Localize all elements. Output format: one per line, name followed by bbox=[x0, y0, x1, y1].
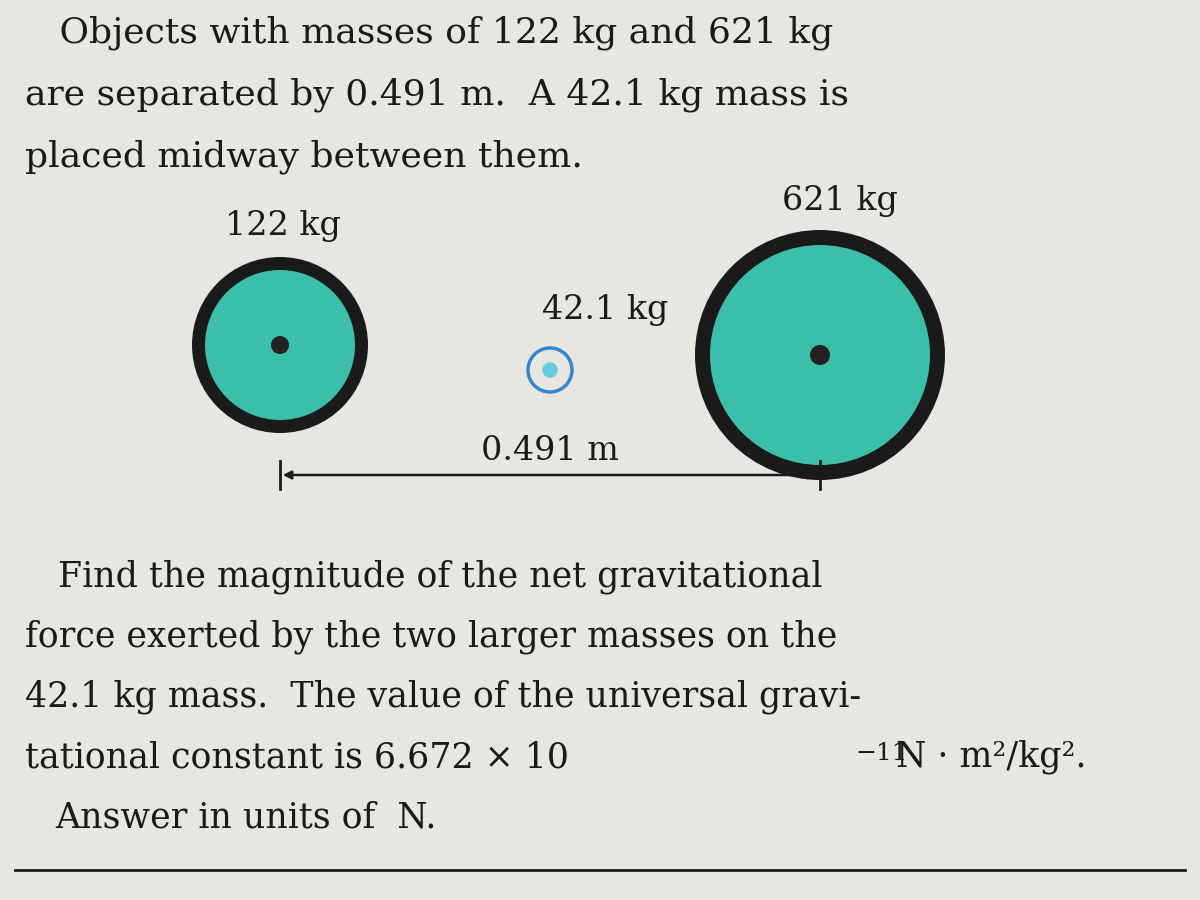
Text: 621 kg: 621 kg bbox=[782, 185, 898, 217]
Text: Answer in units of  N.: Answer in units of N. bbox=[55, 800, 437, 834]
Text: placed midway between them.: placed midway between them. bbox=[25, 139, 583, 174]
Circle shape bbox=[192, 257, 368, 433]
Circle shape bbox=[810, 345, 830, 365]
Circle shape bbox=[695, 230, 946, 480]
Circle shape bbox=[542, 363, 558, 378]
Circle shape bbox=[710, 245, 930, 465]
Text: 42.1 kg mass.  The value of the universal gravi-: 42.1 kg mass. The value of the universal… bbox=[25, 680, 862, 715]
Text: 122 kg: 122 kg bbox=[226, 210, 341, 242]
Text: Find the magnitude of the net gravitational: Find the magnitude of the net gravitatio… bbox=[25, 560, 822, 595]
Text: are separated by 0.491 m.  A 42.1 kg mass is: are separated by 0.491 m. A 42.1 kg mass… bbox=[25, 77, 850, 112]
Text: −11: −11 bbox=[856, 742, 907, 765]
Text: force exerted by the two larger masses on the: force exerted by the two larger masses o… bbox=[25, 620, 838, 654]
Circle shape bbox=[205, 270, 355, 420]
Text: Objects with masses of 122 kg and 621 kg: Objects with masses of 122 kg and 621 kg bbox=[25, 15, 833, 50]
Text: 0.491 m: 0.491 m bbox=[481, 435, 619, 467]
Text: N · m²/kg².: N · m²/kg². bbox=[886, 740, 1086, 775]
Text: 42.1 kg: 42.1 kg bbox=[542, 294, 668, 326]
Circle shape bbox=[271, 336, 289, 354]
Text: tational constant is 6.672 × 10: tational constant is 6.672 × 10 bbox=[25, 740, 569, 774]
